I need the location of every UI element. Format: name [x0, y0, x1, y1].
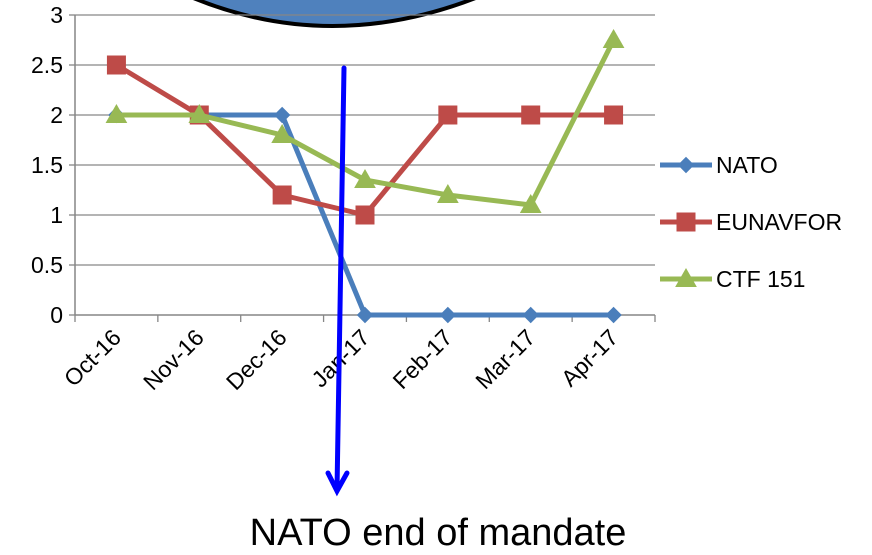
- legend-label: CTF 151: [716, 266, 805, 292]
- data-point: [602, 28, 625, 48]
- data-point: [355, 205, 375, 225]
- data-point: [272, 185, 292, 205]
- data-point: [605, 306, 622, 324]
- legend-marker: [675, 267, 697, 287]
- legend-entry: NATO: [660, 152, 778, 178]
- y-tick-label: 0.5: [31, 252, 63, 278]
- series-eunavfor: [106, 55, 624, 225]
- axes: [74, 15, 656, 322]
- legend-entry: EUNAVFOR: [660, 209, 842, 235]
- annotation: NATO end of mandate: [250, 65, 627, 554]
- data-point: [273, 106, 291, 124]
- y-tick-label: 2: [50, 102, 63, 128]
- data-point: [106, 55, 126, 75]
- y-tick-labels: 0 0.5 1 1.5 2 2.5 3: [31, 2, 63, 328]
- x-tick-label: Mar-17: [470, 324, 540, 394]
- mandate-end-arrow-head: [325, 470, 350, 497]
- mandate-end-arrow-line: [334, 65, 347, 493]
- x-tick-label: Nov-16: [138, 324, 209, 395]
- data-point: [271, 123, 294, 143]
- data-point: [438, 105, 458, 125]
- x-tick-label: Apr-17: [556, 324, 623, 391]
- data-point: [188, 103, 211, 123]
- x-tick-label: Oct-16: [59, 324, 126, 391]
- data-point: [519, 193, 542, 213]
- legend-label: EUNAVFOR: [716, 209, 842, 235]
- y-tick-label: 0: [50, 302, 63, 328]
- y-tick-label: 1.5: [31, 152, 63, 178]
- data-point: [356, 306, 374, 324]
- data-point: [439, 306, 457, 324]
- gridlines: [69, 14, 655, 316]
- top-banner-shape: [193, 0, 476, 28]
- data-point: [522, 306, 539, 324]
- legend-marker: [676, 212, 696, 232]
- legend-label: NATO: [716, 152, 778, 178]
- data-point: [436, 183, 459, 203]
- x-tick-label: Dec-16: [221, 324, 292, 395]
- data-point: [105, 103, 128, 123]
- y-tick-label: 1: [50, 202, 63, 228]
- data-point: [521, 105, 541, 125]
- x-tick-label: Feb-17: [387, 324, 457, 394]
- series-ctf-151: [105, 28, 625, 213]
- legend-marker: [677, 156, 695, 174]
- legend: NATO EUNAVFOR CTF 151: [660, 152, 842, 292]
- data-point: [354, 168, 376, 188]
- mandate-end-annotation: NATO end of mandate: [250, 512, 627, 554]
- y-tick-label: 3: [50, 2, 63, 28]
- series: [105, 28, 625, 324]
- y-tick-label: 2.5: [31, 52, 63, 78]
- legend-entry: CTF 151: [660, 266, 805, 292]
- data-point: [604, 105, 624, 125]
